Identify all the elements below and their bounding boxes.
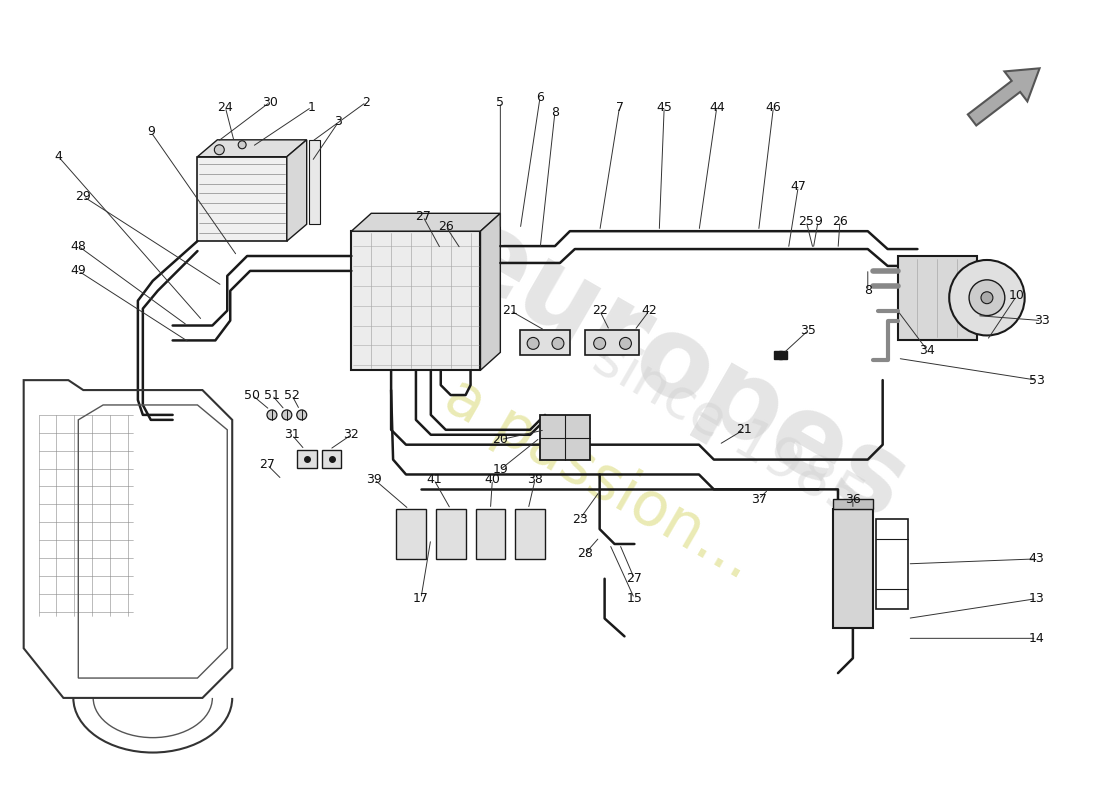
Polygon shape bbox=[297, 450, 317, 467]
Text: 8: 8 bbox=[551, 106, 559, 118]
Text: 5: 5 bbox=[496, 95, 504, 109]
Text: 6: 6 bbox=[536, 90, 544, 104]
Text: 39: 39 bbox=[366, 473, 382, 486]
Text: 23: 23 bbox=[572, 513, 587, 526]
Circle shape bbox=[969, 280, 1004, 315]
Text: 17: 17 bbox=[412, 592, 429, 605]
Polygon shape bbox=[540, 415, 590, 459]
Text: 9: 9 bbox=[814, 214, 822, 228]
Polygon shape bbox=[898, 256, 977, 341]
Text: 25: 25 bbox=[799, 214, 814, 228]
FancyArrow shape bbox=[968, 68, 1040, 126]
Text: 10: 10 bbox=[1009, 290, 1025, 302]
Text: 44: 44 bbox=[710, 101, 725, 114]
Text: 49: 49 bbox=[70, 265, 86, 278]
Polygon shape bbox=[321, 450, 341, 467]
Text: 32: 32 bbox=[343, 428, 360, 442]
Polygon shape bbox=[475, 510, 505, 559]
Text: 45: 45 bbox=[657, 101, 672, 114]
Text: 26: 26 bbox=[832, 214, 848, 228]
Text: 40: 40 bbox=[484, 473, 500, 486]
Text: 52: 52 bbox=[284, 389, 299, 402]
Polygon shape bbox=[436, 510, 465, 559]
Text: 20: 20 bbox=[493, 434, 508, 446]
Text: 53: 53 bbox=[1028, 374, 1045, 386]
Text: 27: 27 bbox=[627, 572, 642, 586]
Text: 4: 4 bbox=[55, 150, 63, 163]
Polygon shape bbox=[585, 330, 639, 355]
Text: 19: 19 bbox=[493, 463, 508, 476]
Text: 46: 46 bbox=[766, 101, 781, 114]
Text: 21: 21 bbox=[736, 423, 751, 436]
Text: 51: 51 bbox=[264, 389, 279, 402]
Text: 7: 7 bbox=[616, 101, 624, 114]
Text: 27: 27 bbox=[415, 210, 431, 222]
Circle shape bbox=[594, 338, 606, 350]
Text: 36: 36 bbox=[845, 493, 861, 506]
Text: 13: 13 bbox=[1028, 592, 1045, 605]
Circle shape bbox=[214, 145, 224, 154]
Circle shape bbox=[619, 338, 631, 350]
Text: 1: 1 bbox=[308, 101, 316, 114]
Text: 47: 47 bbox=[790, 180, 806, 193]
Circle shape bbox=[552, 338, 564, 350]
Text: 21: 21 bbox=[503, 304, 518, 317]
Circle shape bbox=[267, 410, 277, 420]
Polygon shape bbox=[351, 214, 501, 231]
Polygon shape bbox=[309, 140, 320, 224]
Circle shape bbox=[239, 141, 246, 149]
Text: a passion...: a passion... bbox=[434, 367, 764, 592]
Text: 28: 28 bbox=[576, 547, 593, 561]
Polygon shape bbox=[396, 510, 426, 559]
Circle shape bbox=[949, 260, 1025, 335]
Polygon shape bbox=[520, 330, 570, 355]
Text: 8: 8 bbox=[864, 284, 872, 298]
Text: 42: 42 bbox=[641, 304, 657, 317]
Text: 33: 33 bbox=[1034, 314, 1049, 327]
Text: 24: 24 bbox=[218, 101, 233, 114]
Text: 29: 29 bbox=[76, 190, 91, 203]
Text: 50: 50 bbox=[244, 389, 260, 402]
Text: 22: 22 bbox=[592, 304, 607, 317]
Text: 41: 41 bbox=[426, 473, 442, 486]
Text: europes: europes bbox=[433, 197, 925, 543]
Polygon shape bbox=[198, 157, 287, 241]
Text: since 1985: since 1985 bbox=[584, 330, 873, 529]
Polygon shape bbox=[833, 510, 872, 629]
Polygon shape bbox=[833, 499, 872, 510]
Circle shape bbox=[297, 410, 307, 420]
Text: 43: 43 bbox=[1028, 552, 1045, 566]
Circle shape bbox=[981, 292, 993, 304]
Text: 38: 38 bbox=[527, 473, 543, 486]
Text: 48: 48 bbox=[70, 239, 86, 253]
Text: 2: 2 bbox=[362, 95, 371, 109]
Polygon shape bbox=[351, 231, 481, 370]
Text: 30: 30 bbox=[262, 95, 278, 109]
Circle shape bbox=[527, 338, 539, 350]
Text: 27: 27 bbox=[258, 458, 275, 471]
Polygon shape bbox=[287, 140, 307, 241]
Text: 3: 3 bbox=[334, 115, 342, 129]
Text: 9: 9 bbox=[147, 126, 155, 138]
Circle shape bbox=[282, 410, 292, 420]
Text: 34: 34 bbox=[920, 344, 935, 357]
Polygon shape bbox=[198, 140, 307, 157]
Text: 37: 37 bbox=[750, 493, 767, 506]
Polygon shape bbox=[481, 214, 500, 370]
Text: 31: 31 bbox=[284, 428, 299, 442]
Text: 35: 35 bbox=[801, 324, 816, 337]
Text: 15: 15 bbox=[627, 592, 642, 605]
Text: 14: 14 bbox=[1028, 632, 1045, 645]
Text: 26: 26 bbox=[438, 220, 453, 233]
Polygon shape bbox=[515, 510, 544, 559]
